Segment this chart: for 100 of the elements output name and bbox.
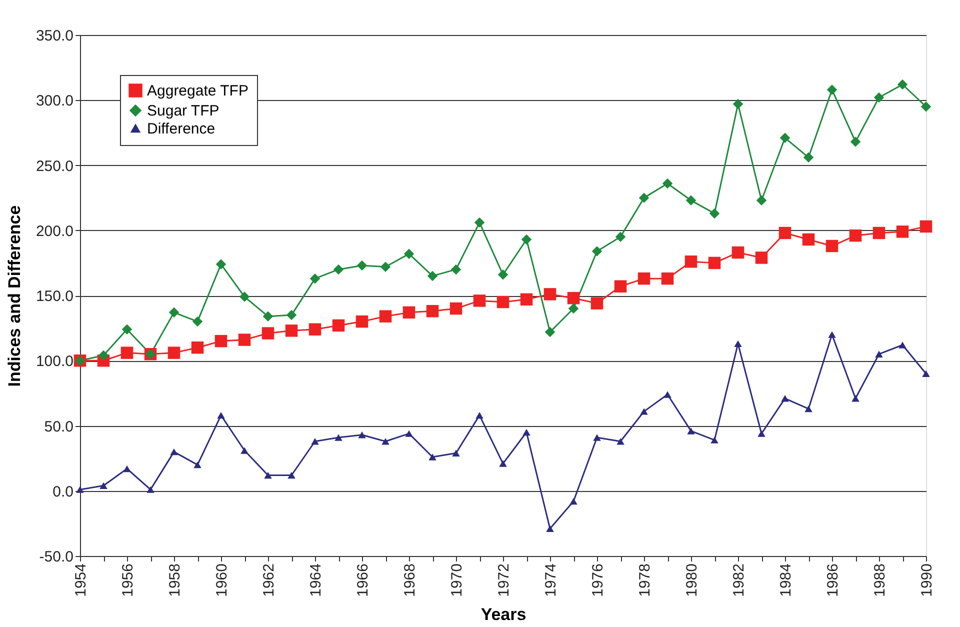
point [638,192,650,203]
x-tick-label: 1956 [120,564,136,597]
point [332,319,345,332]
point [803,152,814,163]
point [662,178,673,189]
point [402,306,416,319]
point [120,346,134,359]
y-tick-label: 50.0 [44,418,74,436]
point [214,334,228,348]
point [98,350,109,361]
x-tick-label: 1982 [730,564,748,597]
x-tick-label: 1954 [72,564,90,597]
point [521,234,532,245]
point [450,264,462,275]
point [826,84,838,95]
point [826,240,838,252]
point [285,324,298,337]
point [709,208,720,219]
point [356,315,368,328]
point [872,226,886,240]
point [544,326,556,338]
legend-label: Aggregate TFP [147,82,248,100]
point [849,229,862,242]
point [168,346,180,359]
point [333,264,344,275]
point [379,310,392,322]
point [874,92,884,103]
x-tick-label: 1980 [684,564,700,597]
point [756,195,767,206]
point [216,259,226,270]
point [286,310,297,320]
y-tick-label: 100.0 [36,353,74,370]
point [638,272,650,285]
point [850,136,861,147]
legend-label: Sugar TFP [147,102,220,120]
point [122,324,132,334]
x-tick-label: 1972 [496,564,512,597]
point [592,246,602,256]
point [732,246,744,259]
point [568,303,579,314]
point [615,232,626,242]
point [544,288,556,300]
x-tick-label: 1958 [166,564,184,597]
x-tick-label: 1990 [918,564,936,597]
y-tick-label: 150.0 [36,288,74,305]
point [380,262,391,272]
point [450,302,462,315]
point [473,294,486,307]
x-tick-label: 1976 [590,564,606,597]
y-tick-label: 200.0 [36,222,74,240]
point [474,217,485,228]
x-tick-label: 1984 [778,564,794,597]
point [755,252,768,264]
point [168,307,180,318]
point [308,323,322,336]
y-tick-label: 250.0 [36,158,74,175]
point [686,195,696,206]
point [191,341,204,354]
point [192,316,203,327]
x-tick-label: 1962 [260,564,278,597]
point [708,256,721,270]
point [802,233,815,246]
x-tick-label: 1974 [542,564,560,597]
point [238,334,251,346]
point [920,102,932,112]
point [920,220,932,233]
point [567,292,580,304]
legend-label: Difference [147,120,216,138]
x-tick-label: 1970 [448,564,466,597]
x-axis-title: Years [480,604,526,624]
point [262,327,274,340]
point [661,272,674,285]
point [426,305,439,318]
x-tick-label: 1978 [636,564,654,597]
point [262,311,274,322]
point [778,226,792,240]
x-tick-label: 1966 [354,564,372,597]
x-tick-label: 1960 [214,564,230,597]
point [498,270,508,280]
point [520,293,533,306]
point [404,248,414,259]
point [590,297,604,310]
point [239,292,250,302]
y-tick-label: 350.0 [36,28,74,44]
x-tick-label: 1986 [824,564,842,597]
y-tick-label: -50.0 [39,548,74,566]
x-tick-label: 1964 [308,564,324,597]
point [780,132,790,144]
x-tick-label: 1988 [872,564,888,597]
point [356,260,368,271]
point [732,98,744,110]
point [427,270,438,282]
point [310,273,320,284]
y-tick-label: 0.0 [52,483,74,500]
x-tick-label: 1968 [402,564,418,597]
point [897,79,908,90]
point [684,256,698,268]
point [614,280,627,293]
y-tick-label: 300.0 [36,92,74,110]
point [496,296,510,308]
